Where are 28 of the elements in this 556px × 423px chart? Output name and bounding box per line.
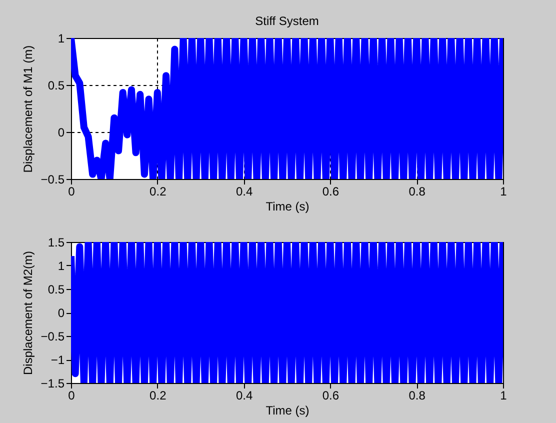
- y-tick-label: −0.5: [40, 172, 65, 186]
- x-tick-label: 0.2: [150, 388, 167, 402]
- y-tick-label: 1: [58, 32, 65, 46]
- y-tick-label: 1.5: [48, 236, 65, 250]
- y-tick-label: 1: [58, 259, 65, 273]
- x-tick-label: 0.4: [236, 184, 253, 198]
- y-tick-label: 0.5: [48, 282, 65, 296]
- x-tick-label: 0: [68, 184, 76, 198]
- y-tick-label: −0.5: [40, 330, 65, 344]
- y-tick-label: 0: [58, 126, 65, 140]
- x-tick-label: 0.6: [322, 388, 340, 402]
- y-axis-title: Displacement of M1 (m): [20, 45, 35, 173]
- x-tick-label: 1: [500, 388, 508, 402]
- x-tick-label: 0: [68, 388, 76, 402]
- x-tick-label: 0.8: [408, 388, 426, 402]
- x-tick-label: 0.2: [150, 184, 167, 198]
- x-tick-label: 0.4: [236, 388, 253, 402]
- x-tick-label: 1: [500, 184, 508, 198]
- y-tick-label: 0: [58, 306, 65, 320]
- x-axis-title: Time (s): [266, 200, 310, 214]
- x-axis-title: Time (s): [266, 404, 310, 418]
- y-tick-label: −1: [50, 353, 65, 367]
- chart-title: Stiff System: [255, 14, 319, 28]
- x-tick-label: 0.6: [322, 184, 340, 198]
- x-tick-label: 0.8: [408, 184, 426, 198]
- y-tick-label: −1.5: [40, 376, 65, 390]
- y-tick-label: 0.5: [48, 78, 65, 92]
- y-axis-title: Displacement of M2(m): [20, 250, 35, 376]
